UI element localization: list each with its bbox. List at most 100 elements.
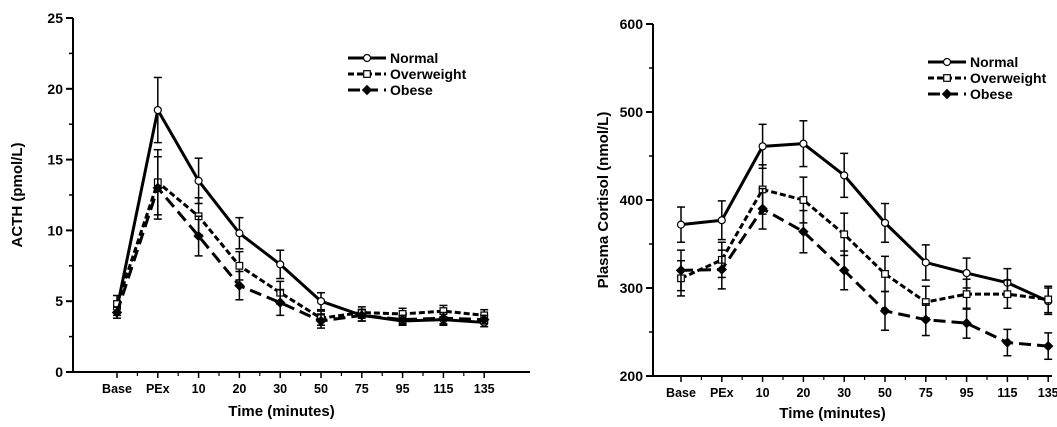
data-point bbox=[962, 268, 971, 278]
data-point bbox=[717, 216, 726, 225]
y-tick-label: 200 bbox=[620, 368, 644, 384]
x-tick-label: PEx bbox=[710, 386, 734, 400]
series-line bbox=[680, 207, 1049, 348]
data-point bbox=[840, 230, 849, 239]
y-tick-label: 25 bbox=[47, 10, 63, 26]
legend-marker bbox=[363, 70, 371, 78]
y-tick-label: 400 bbox=[620, 192, 644, 208]
data-point bbox=[962, 290, 971, 299]
data-point bbox=[881, 270, 889, 278]
series-line bbox=[115, 180, 485, 320]
data-point bbox=[438, 312, 449, 324]
y-tick-label: 600 bbox=[620, 16, 644, 32]
legend-marker bbox=[943, 74, 951, 82]
data-point bbox=[758, 142, 767, 151]
data-point bbox=[153, 105, 162, 115]
data-point bbox=[798, 226, 809, 237]
data-point bbox=[193, 230, 204, 242]
x-tick-label: 10 bbox=[192, 382, 206, 396]
data-point bbox=[840, 171, 849, 180]
x-tick-label: 30 bbox=[837, 386, 851, 400]
x-tick-label: PEx bbox=[146, 382, 170, 396]
data-point bbox=[1044, 295, 1053, 304]
x-tick-label: 95 bbox=[960, 386, 974, 400]
data-point bbox=[397, 314, 408, 325]
data-point bbox=[235, 261, 244, 270]
legend-label: Overweight bbox=[390, 66, 467, 82]
data-point bbox=[1002, 337, 1013, 348]
legend-marker bbox=[362, 53, 372, 63]
data-point bbox=[799, 139, 808, 148]
data-point bbox=[234, 280, 245, 291]
legend-label: Obese bbox=[970, 86, 1013, 102]
y-tick-label: 0 bbox=[55, 364, 63, 380]
series-line bbox=[680, 142, 1049, 303]
x-tick-label: 50 bbox=[314, 382, 328, 396]
y-tick-label: 5 bbox=[55, 293, 63, 309]
x-tick-label: 30 bbox=[273, 382, 287, 396]
data-point bbox=[356, 310, 368, 321]
data-point bbox=[111, 307, 123, 318]
data-point bbox=[274, 297, 286, 308]
x-axis-title: Time (minutes) bbox=[228, 403, 334, 420]
data-point bbox=[152, 182, 164, 194]
data-point bbox=[675, 265, 687, 276]
series-obese bbox=[675, 187, 1054, 361]
data-point bbox=[757, 203, 768, 215]
legend-marker bbox=[941, 88, 953, 100]
x-tick-label: 135 bbox=[474, 382, 495, 396]
x-tick-label: 20 bbox=[796, 386, 810, 400]
data-point bbox=[478, 314, 490, 325]
data-point bbox=[838, 265, 850, 276]
cortisol-chart: 200 300 400 500 600 Base PEx 10 20 30 50 75 95 115 135… bbox=[595, 16, 1057, 422]
x-tick-label: 75 bbox=[355, 382, 369, 396]
x-tick-label: 115 bbox=[433, 382, 453, 396]
data-point bbox=[921, 258, 930, 267]
data-point bbox=[316, 297, 326, 306]
series-normal bbox=[676, 120, 1053, 316]
data-point bbox=[920, 314, 932, 325]
legend-label: Normal bbox=[970, 54, 1018, 70]
x-tick-label: 50 bbox=[878, 386, 892, 400]
x-tick-label: 75 bbox=[919, 386, 933, 400]
x-tick-label: Base bbox=[102, 382, 132, 396]
x-tick-label: 10 bbox=[756, 386, 770, 400]
legend-label: Obese bbox=[390, 82, 433, 98]
data-point bbox=[194, 176, 203, 185]
legend-marker bbox=[942, 57, 952, 67]
x-tick-label: 95 bbox=[396, 382, 410, 396]
series-line bbox=[115, 186, 485, 323]
y-tick-label: 15 bbox=[47, 152, 63, 168]
data-point bbox=[799, 196, 808, 204]
data-point bbox=[716, 264, 728, 275]
data-point bbox=[235, 229, 244, 238]
data-point bbox=[676, 220, 686, 229]
acth-chart: 0 5 10 15 20 25 Base PEx 10 20 30 50 75 95 115 135 Time … bbox=[9, 10, 530, 420]
data-point bbox=[315, 315, 327, 327]
x-tick-label: Base bbox=[666, 386, 696, 400]
x-axis-title: Time (minutes) bbox=[779, 405, 885, 422]
y-tick-label: 500 bbox=[620, 104, 644, 120]
y-tick-label: 10 bbox=[47, 222, 63, 238]
data-point bbox=[880, 218, 890, 227]
y-tick-label: 20 bbox=[47, 81, 63, 97]
series-line bbox=[680, 187, 1049, 304]
y-axis-title: ACTH (pmol/L) bbox=[9, 143, 26, 248]
series-overweight bbox=[113, 148, 489, 327]
legend-label: Overweight bbox=[970, 70, 1047, 86]
series-obese bbox=[111, 156, 490, 329]
data-point bbox=[961, 317, 972, 329]
data-point bbox=[276, 260, 285, 269]
series-line bbox=[115, 108, 485, 324]
y-axis-title: Plasma Cortisol (nmol/L) bbox=[595, 112, 612, 289]
data-point bbox=[1003, 290, 1012, 299]
legend-label: Normal bbox=[390, 50, 438, 66]
x-tick-label: 115 bbox=[997, 386, 1017, 400]
data-point bbox=[1042, 340, 1054, 352]
y-tick-label: 300 bbox=[620, 280, 644, 296]
x-tick-label: 20 bbox=[232, 382, 246, 396]
data-point bbox=[879, 305, 891, 317]
series-overweight bbox=[677, 164, 1053, 319]
x-tick-label: 135 bbox=[1038, 386, 1057, 400]
